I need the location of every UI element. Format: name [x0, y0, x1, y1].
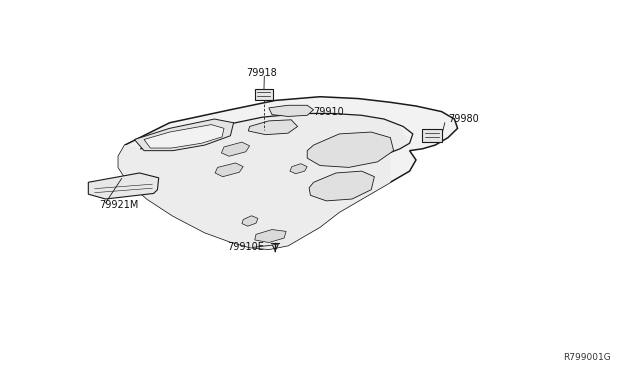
- Polygon shape: [290, 164, 307, 174]
- Polygon shape: [88, 173, 159, 199]
- Polygon shape: [269, 105, 314, 116]
- Polygon shape: [248, 120, 298, 135]
- Polygon shape: [255, 89, 273, 100]
- Text: 79980: 79980: [448, 114, 479, 124]
- Polygon shape: [134, 119, 234, 151]
- Polygon shape: [422, 129, 442, 142]
- Polygon shape: [221, 142, 250, 156]
- Text: 79918: 79918: [246, 68, 277, 78]
- Polygon shape: [255, 230, 286, 243]
- Text: 79910: 79910: [314, 107, 344, 116]
- Polygon shape: [144, 125, 224, 148]
- Polygon shape: [307, 132, 394, 167]
- Text: R799001G: R799001G: [563, 353, 611, 362]
- Polygon shape: [242, 216, 258, 226]
- Text: 79910E: 79910E: [227, 243, 264, 252]
- Text: 79921M: 79921M: [99, 200, 139, 209]
- Polygon shape: [309, 171, 374, 201]
- Polygon shape: [118, 113, 410, 249]
- Polygon shape: [118, 97, 458, 249]
- Polygon shape: [215, 163, 243, 177]
